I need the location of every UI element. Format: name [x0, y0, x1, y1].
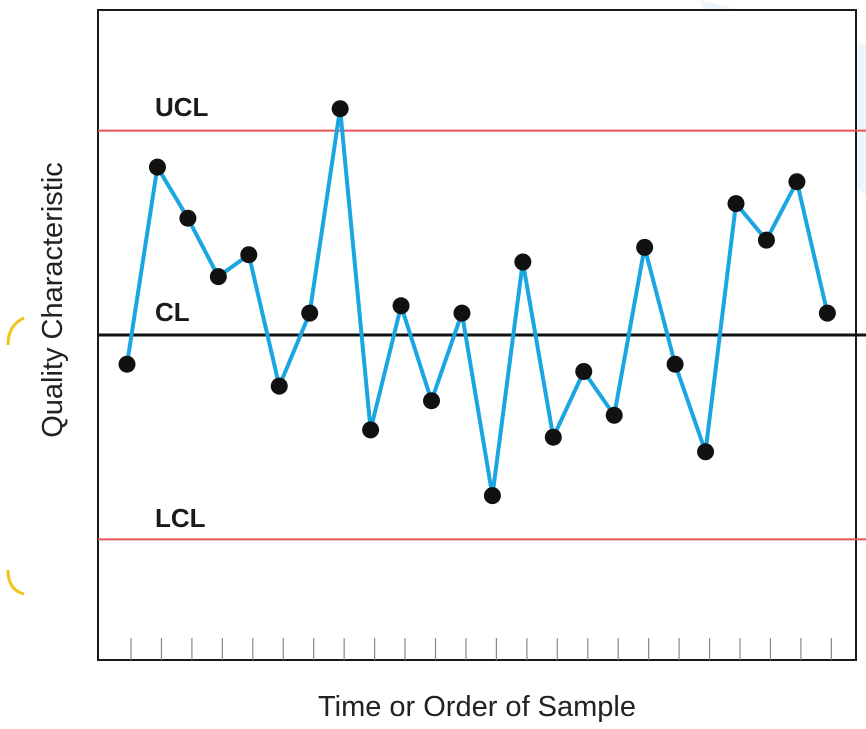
data-point	[575, 363, 593, 380]
data-point	[453, 304, 471, 322]
x-axis-title: Time or Order of Sample	[318, 691, 636, 723]
data-point	[483, 487, 501, 505]
data-point	[605, 406, 623, 424]
data-point	[423, 392, 440, 410]
data-point	[301, 304, 319, 322]
data-point	[666, 355, 684, 373]
ucl-label: UCL	[155, 92, 209, 122]
reference-lines	[98, 129, 866, 541]
data-point	[362, 421, 380, 439]
data-point	[179, 209, 197, 227]
data-point	[727, 195, 745, 213]
data-point	[788, 173, 806, 191]
cl-label: CL	[155, 297, 190, 327]
data-point	[209, 268, 227, 286]
lcl-label: LCL	[155, 503, 206, 533]
data-point	[636, 238, 654, 256]
data-points	[118, 100, 836, 505]
data-point	[392, 297, 410, 315]
data-point	[331, 100, 349, 118]
data-point	[818, 304, 836, 322]
y-axis-title: Quality Characteristic	[37, 162, 69, 438]
data-point	[514, 253, 532, 271]
data-point	[270, 377, 288, 395]
data-point	[148, 158, 166, 176]
data-point	[118, 355, 136, 373]
data-point	[240, 246, 258, 264]
data-point	[697, 443, 715, 461]
left-arc-decoration	[6, 316, 25, 346]
data-point	[757, 231, 775, 249]
x-axis-ticks	[130, 638, 832, 660]
data-point	[544, 428, 562, 446]
left-arc-decoration	[6, 569, 25, 596]
